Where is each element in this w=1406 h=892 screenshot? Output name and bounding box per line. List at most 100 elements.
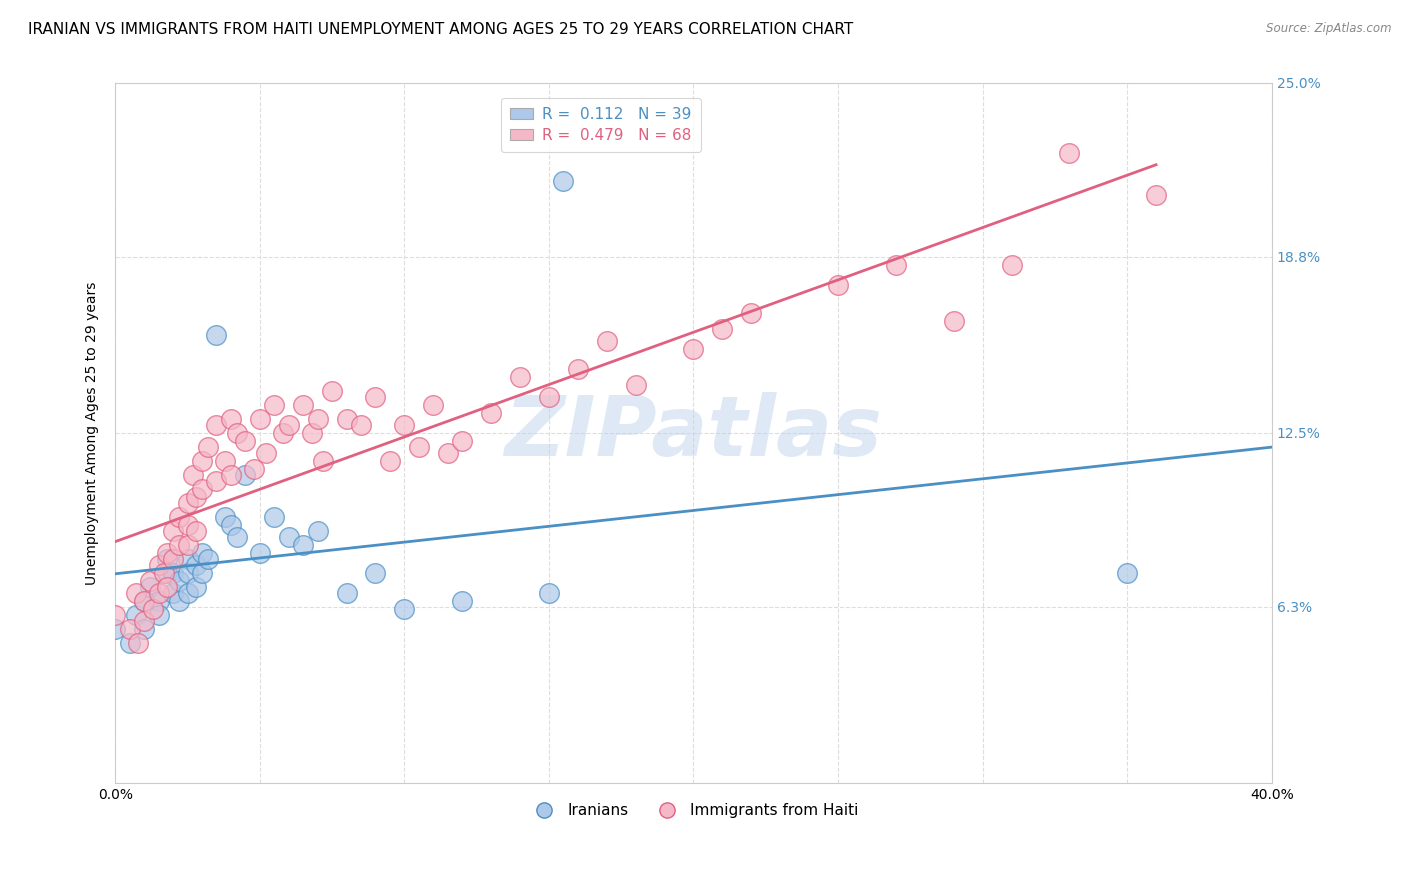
Point <box>254 445 277 459</box>
Point <box>884 258 907 272</box>
Point <box>740 305 762 319</box>
Point <box>624 378 647 392</box>
Point <box>104 622 127 636</box>
Point <box>312 454 335 468</box>
Point <box>214 510 236 524</box>
Point <box>124 585 146 599</box>
Point <box>162 566 184 580</box>
Point <box>321 384 343 398</box>
Point <box>142 602 165 616</box>
Point <box>156 552 179 566</box>
Point <box>205 328 228 343</box>
Point <box>153 566 176 580</box>
Point <box>225 425 247 440</box>
Point <box>422 398 444 412</box>
Point <box>127 636 149 650</box>
Point <box>205 474 228 488</box>
Point <box>167 574 190 589</box>
Legend: Iranians, Immigrants from Haiti: Iranians, Immigrants from Haiti <box>523 797 865 824</box>
Point <box>394 602 416 616</box>
Point <box>537 390 560 404</box>
Text: IRANIAN VS IMMIGRANTS FROM HAITI UNEMPLOYMENT AMONG AGES 25 TO 29 YEARS CORRELAT: IRANIAN VS IMMIGRANTS FROM HAITI UNEMPLO… <box>28 22 853 37</box>
Point <box>214 454 236 468</box>
Point <box>191 482 214 496</box>
Point <box>711 322 734 336</box>
Point <box>942 314 965 328</box>
Point <box>183 468 205 483</box>
Point <box>167 510 190 524</box>
Point <box>148 558 170 572</box>
Text: Source: ZipAtlas.com: Source: ZipAtlas.com <box>1267 22 1392 36</box>
Point <box>235 434 257 449</box>
Point <box>186 524 208 538</box>
Point <box>509 370 531 384</box>
Point <box>567 361 589 376</box>
Point <box>167 538 190 552</box>
Point <box>307 524 329 538</box>
Point <box>263 510 285 524</box>
Point <box>176 496 198 510</box>
Point <box>156 580 179 594</box>
Point <box>378 454 401 468</box>
Point <box>162 524 184 538</box>
Point <box>162 585 184 599</box>
Point <box>156 566 179 580</box>
Point <box>1116 566 1139 580</box>
Point <box>292 538 315 552</box>
Point <box>176 518 198 533</box>
Point <box>335 585 357 599</box>
Point <box>176 566 198 580</box>
Point <box>134 622 156 636</box>
Point <box>167 594 190 608</box>
Point <box>277 417 299 432</box>
Point <box>827 277 849 292</box>
Point <box>408 440 430 454</box>
Point <box>436 445 458 459</box>
Point <box>191 454 214 468</box>
Point <box>451 594 474 608</box>
Point <box>219 412 242 426</box>
Y-axis label: Unemployment Among Ages 25 to 29 years: Unemployment Among Ages 25 to 29 years <box>86 281 100 584</box>
Point <box>197 552 219 566</box>
Point <box>191 546 214 560</box>
Point <box>479 406 502 420</box>
Point <box>104 607 127 622</box>
Point <box>271 425 294 440</box>
Point <box>249 546 271 560</box>
Point <box>156 546 179 560</box>
Point <box>139 574 162 589</box>
Point <box>364 390 387 404</box>
Point <box>335 412 357 426</box>
Point <box>191 566 214 580</box>
Point <box>537 585 560 599</box>
Point <box>394 417 416 432</box>
Point <box>682 342 704 356</box>
Point <box>292 398 315 412</box>
Point <box>219 468 242 483</box>
Point <box>249 412 271 426</box>
Point <box>263 398 285 412</box>
Text: ZIPatlas: ZIPatlas <box>505 392 883 474</box>
Point <box>134 594 156 608</box>
Point <box>134 614 156 628</box>
Point <box>148 594 170 608</box>
Point <box>124 607 146 622</box>
Point <box>235 468 257 483</box>
Point <box>176 585 198 599</box>
Point <box>277 530 299 544</box>
Point <box>350 417 373 432</box>
Point <box>451 434 474 449</box>
Point <box>243 462 266 476</box>
Point <box>176 552 198 566</box>
Point <box>596 334 619 348</box>
Point <box>364 566 387 580</box>
Point <box>186 580 208 594</box>
Point <box>1000 258 1022 272</box>
Point <box>162 552 184 566</box>
Point <box>134 594 156 608</box>
Point <box>176 538 198 552</box>
Point <box>301 425 323 440</box>
Point <box>118 622 141 636</box>
Point <box>148 607 170 622</box>
Point <box>307 412 329 426</box>
